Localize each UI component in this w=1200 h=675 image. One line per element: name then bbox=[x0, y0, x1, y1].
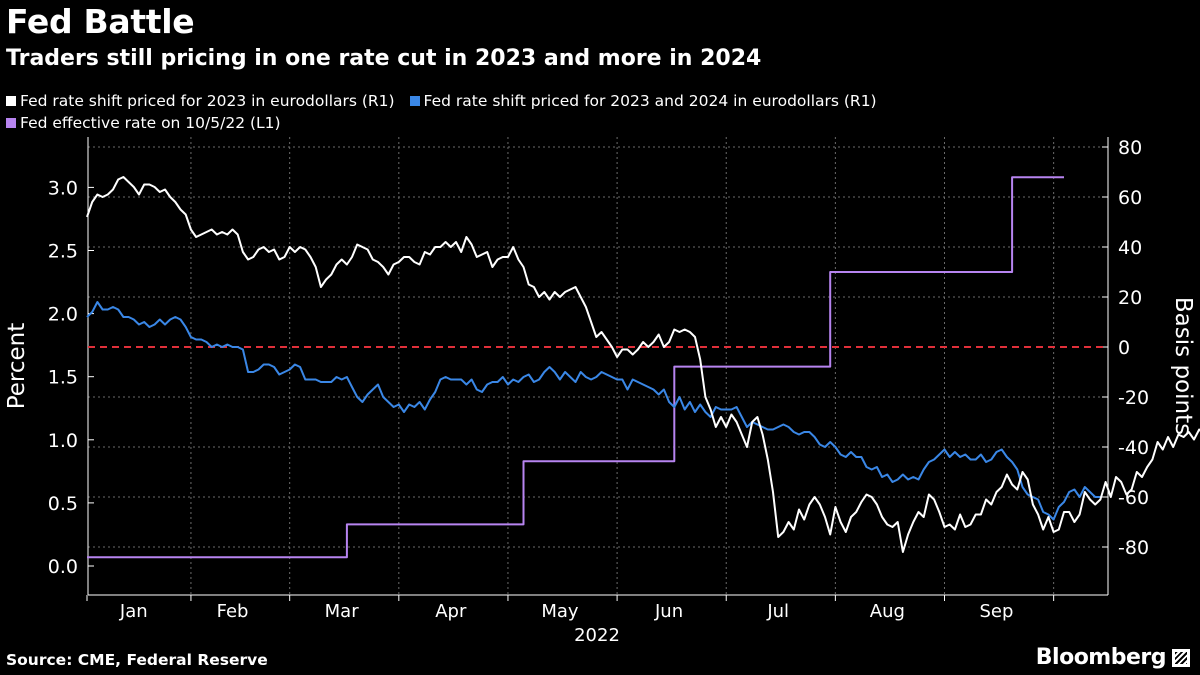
y-right-tick-label-6: 40 bbox=[1118, 237, 1142, 259]
y-left-tick-label-1: 0.5 bbox=[48, 493, 78, 515]
source-note: Source: CME, Federal Reserve bbox=[6, 651, 268, 669]
y-left-tick-label-3: 1.5 bbox=[48, 367, 78, 389]
brand-logo: Bloomberg bbox=[1036, 645, 1190, 670]
x-tick-label-jan: Jan bbox=[119, 601, 148, 622]
brand-name: Bloomberg bbox=[1035, 645, 1167, 670]
y-right-tick-label-1: -60 bbox=[1118, 487, 1149, 509]
legend-swatch-purple bbox=[6, 118, 16, 128]
y-right-tick-label-2: -40 bbox=[1118, 437, 1149, 459]
x-tick-label-jun: Jun bbox=[654, 601, 683, 622]
y-left-axis-title: Percent bbox=[4, 323, 30, 410]
x-axis-title: 2022 bbox=[574, 625, 620, 646]
y-left-tick-label-5: 2.5 bbox=[48, 241, 78, 263]
series-line-fed-effective bbox=[87, 176, 1064, 559]
x-tick-label-aug: Aug bbox=[870, 601, 905, 622]
y-right-tick-label-4: 0 bbox=[1118, 337, 1130, 359]
x-tick-label-jul: Jul bbox=[766, 601, 789, 622]
chart-title: Fed Battle bbox=[6, 2, 195, 41]
y-right-axis-title: Basis points bbox=[1170, 297, 1196, 435]
y-right-tick-label-3: -20 bbox=[1118, 387, 1149, 409]
legend: Fed rate shift priced for 2023 in eurodo… bbox=[6, 90, 1196, 134]
chart-subtitle: Traders still pricing in one rate cut in… bbox=[6, 46, 762, 71]
series-line-2023 bbox=[86, 176, 1200, 553]
y-left-tick-label-2: 1.0 bbox=[48, 430, 78, 452]
y-right-tick-label-5: 20 bbox=[1118, 287, 1142, 309]
x-tick-label-may: May bbox=[541, 601, 579, 622]
legend-swatch-blue bbox=[409, 96, 420, 106]
legend-item-fed-effective: Fed effective rate on 10/5/22 (L1) bbox=[6, 112, 1186, 134]
series-line-2023-2024 bbox=[86, 301, 1101, 521]
y-left-tick-label-4: 2.0 bbox=[48, 304, 78, 326]
y-right-tick-label-0: -80 bbox=[1118, 537, 1149, 559]
legend-item-2023-2024: Fed rate shift priced for 2023 and 2024 … bbox=[409, 90, 877, 112]
y-right-tick-label-8: 80 bbox=[1118, 137, 1142, 159]
legend-swatch-white bbox=[6, 96, 16, 106]
x-tick-label-mar: Mar bbox=[325, 601, 360, 622]
legend-label-fed-effective: Fed effective rate on 10/5/22 (L1) bbox=[20, 114, 281, 132]
x-tick-label-apr: Apr bbox=[435, 601, 467, 622]
y-left-tick-label-6: 3.0 bbox=[48, 177, 78, 199]
legend-label-2023: Fed rate shift priced for 2023 in eurodo… bbox=[20, 92, 395, 110]
x-tick-label-sep: Sep bbox=[980, 601, 1014, 622]
y-left-tick-label-0: 0.0 bbox=[48, 556, 78, 578]
legend-item-2023: Fed rate shift priced for 2023 in eurodo… bbox=[6, 90, 395, 112]
legend-label-2023-2024: Fed rate shift priced for 2023 and 2024 … bbox=[423, 92, 877, 110]
x-tick-label-feb: Feb bbox=[217, 601, 249, 622]
y-right-tick-label-7: 60 bbox=[1118, 187, 1142, 209]
bloomberg-terminal-icon bbox=[1172, 648, 1190, 667]
